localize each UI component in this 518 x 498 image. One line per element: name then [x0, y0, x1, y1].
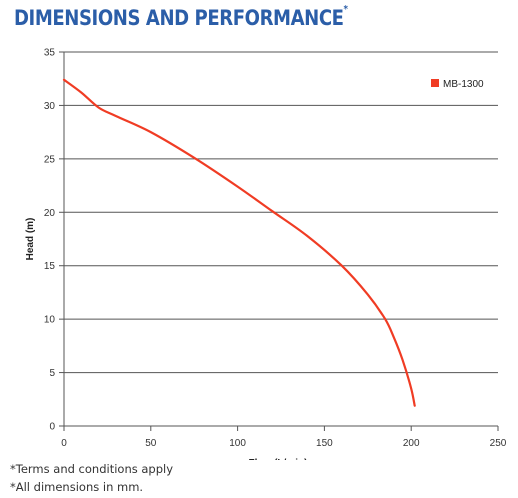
x-tick-label: 100 [229, 438, 246, 449]
y-tick-label: 10 [44, 315, 56, 326]
legend-label: MB-1300 [443, 79, 484, 90]
x-tick-label: 200 [403, 438, 420, 449]
performance-chart: 0 5 10 15 20 25 30 35 0 50 100 150 200 250 Flow (L/min… [25, 48, 507, 461]
y-tick-label: 15 [44, 261, 56, 272]
x-tick-label: 150 [316, 438, 333, 449]
y-tick-label: 5 [49, 368, 55, 379]
y-tick-label: 20 [44, 208, 56, 219]
x-tick-label: 50 [145, 438, 157, 449]
x-tick-label: 0 [61, 438, 67, 449]
y-tick-label: 25 [44, 154, 56, 165]
x-axis-title: Flow (L/min) [249, 458, 308, 460]
y-axis-title: Head (m) [25, 218, 36, 261]
footnote-dimensions: *All dimensions in mm. [10, 480, 144, 494]
page-title: DIMENSIONS AND PERFORMANCE* [14, 4, 348, 30]
series-line [62, 78, 416, 407]
footnote-terms: *Terms and conditions apply [10, 462, 174, 476]
y-tick-label: 0 [49, 422, 55, 433]
y-tick-label: 30 [44, 101, 56, 112]
legend-swatch [431, 79, 439, 87]
y-tick-label: 35 [44, 48, 56, 59]
x-tick-label: 250 [490, 438, 507, 449]
title-asterisk: * [343, 4, 348, 15]
